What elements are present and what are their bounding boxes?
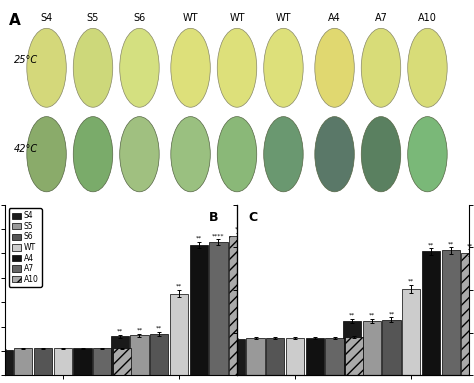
Text: **: **	[467, 243, 474, 248]
Text: C: C	[248, 211, 258, 224]
Text: B: B	[209, 211, 219, 224]
Ellipse shape	[217, 28, 257, 107]
Ellipse shape	[361, 28, 401, 107]
Bar	[150, 334, 168, 375]
Ellipse shape	[315, 117, 354, 192]
Ellipse shape	[361, 117, 401, 192]
Ellipse shape	[73, 117, 113, 192]
Bar	[461, 252, 474, 375]
Text: WT: WT	[183, 13, 198, 23]
Text: **: **	[196, 236, 202, 241]
Ellipse shape	[408, 117, 447, 192]
Text: **: **	[369, 313, 375, 318]
Bar	[326, 338, 344, 375]
Text: WT: WT	[229, 13, 245, 23]
Text: WT: WT	[276, 13, 291, 23]
Bar	[345, 337, 364, 375]
Ellipse shape	[27, 117, 66, 192]
Text: S5: S5	[87, 13, 99, 23]
Ellipse shape	[264, 117, 303, 192]
Text: A4: A4	[328, 13, 341, 23]
Text: **: **	[408, 278, 414, 283]
Bar	[110, 336, 129, 375]
Bar	[286, 338, 304, 375]
Text: **: **	[156, 326, 162, 331]
Bar	[93, 349, 111, 375]
Bar	[190, 245, 208, 375]
Text: S4: S4	[40, 13, 53, 23]
Text: **: **	[117, 329, 123, 334]
Bar	[54, 349, 72, 375]
Bar	[0, 350, 13, 375]
Text: **: **	[137, 327, 143, 332]
Ellipse shape	[171, 28, 210, 107]
Bar	[34, 349, 52, 375]
Text: S6: S6	[133, 13, 146, 23]
Text: **: **	[176, 284, 182, 289]
Text: ****: ****	[212, 233, 225, 238]
Bar	[306, 338, 324, 375]
Bar	[14, 349, 32, 375]
Text: 25°C: 25°C	[14, 55, 38, 65]
Bar	[343, 321, 361, 375]
Bar	[73, 349, 91, 375]
Bar	[383, 320, 401, 375]
Ellipse shape	[315, 28, 354, 107]
Ellipse shape	[73, 28, 113, 107]
Text: A7: A7	[374, 13, 387, 23]
Bar	[130, 335, 148, 375]
Bar	[210, 242, 228, 375]
Ellipse shape	[120, 28, 159, 107]
Ellipse shape	[27, 28, 66, 107]
Bar	[113, 349, 131, 375]
Text: A: A	[9, 13, 21, 28]
Bar	[442, 250, 460, 375]
Ellipse shape	[264, 28, 303, 107]
Text: **: **	[447, 241, 454, 246]
Text: **: **	[235, 226, 241, 231]
Text: **: **	[388, 311, 394, 316]
Ellipse shape	[408, 28, 447, 107]
Text: **: **	[428, 242, 434, 247]
Bar	[227, 339, 245, 375]
Bar	[402, 289, 420, 375]
Ellipse shape	[120, 117, 159, 192]
Bar	[246, 338, 264, 375]
Legend: S4, S5, S6, WT, A4, A7, A10: S4, S5, S6, WT, A4, A7, A10	[9, 208, 42, 286]
Bar	[363, 321, 381, 375]
Text: 42°C: 42°C	[14, 144, 38, 154]
Bar	[229, 236, 247, 375]
Ellipse shape	[217, 117, 257, 192]
Ellipse shape	[171, 117, 210, 192]
Bar	[266, 338, 284, 375]
Bar	[422, 252, 440, 375]
Bar	[170, 294, 188, 375]
Text: A10: A10	[418, 13, 437, 23]
Text: **: **	[349, 313, 355, 318]
